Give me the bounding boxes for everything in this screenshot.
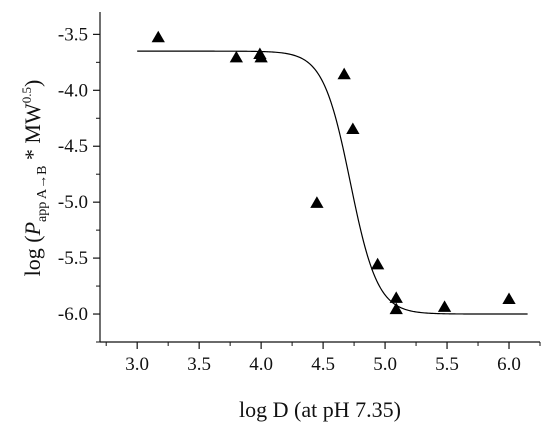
y-axis-title: log (Papp A→B * MW0.5) bbox=[19, 80, 50, 277]
y-axis-title-subscript: app A→B bbox=[35, 166, 50, 222]
x-axis-title: log D (at pH 7.35) bbox=[239, 397, 401, 422]
y-axis-title-prefix: log ( bbox=[20, 235, 45, 276]
y-axis-title-suffix: ) bbox=[20, 80, 45, 87]
data-point-triangle bbox=[389, 291, 403, 303]
y-tick-label: -4.0 bbox=[58, 80, 88, 101]
data-point-triangle bbox=[337, 67, 351, 80]
sigmoid-fit-curve bbox=[137, 50, 528, 315]
y-axis-title-symbol: P bbox=[20, 222, 45, 236]
y-axis: -3.5 -4.0 -4.5 -5.0 -5.5 -6.0 bbox=[58, 12, 101, 343]
data-point-triangle bbox=[310, 196, 324, 208]
y-tick-label: -6.0 bbox=[58, 304, 88, 325]
x-tick-label: 4.5 bbox=[311, 354, 335, 375]
x-tick-label: 3.0 bbox=[125, 354, 149, 375]
y-axis-title-mid: * MW bbox=[20, 103, 45, 166]
y-tick-label: -5.5 bbox=[58, 248, 88, 269]
x-tick-label: 4.0 bbox=[249, 354, 273, 375]
data-point-triangle bbox=[151, 30, 165, 43]
y-tick-label: -5.0 bbox=[58, 192, 88, 213]
data-point-triangle bbox=[502, 292, 516, 305]
data-point-triangle bbox=[370, 257, 385, 270]
data-point-triangle bbox=[254, 50, 268, 63]
x-axis: 3.0 3.5 4.0 4.5 5.0 5.5 6.0 bbox=[100, 341, 541, 375]
data-point-triangle bbox=[346, 122, 360, 135]
y-axis-title-superscript: 0.5 bbox=[19, 87, 34, 103]
x-tick-label: 5.0 bbox=[373, 354, 397, 375]
data-point-triangle bbox=[437, 300, 452, 312]
y-tick-label: -4.5 bbox=[58, 136, 88, 157]
x-tick-label: 3.5 bbox=[187, 354, 211, 375]
data-point-triangle bbox=[389, 302, 403, 315]
x-tick-label: 5.5 bbox=[435, 354, 459, 375]
data-points bbox=[151, 30, 516, 315]
data-point-triangle bbox=[229, 50, 243, 63]
x-tick-label: 6.0 bbox=[497, 354, 521, 375]
y-tick-label: -3.5 bbox=[58, 24, 88, 45]
